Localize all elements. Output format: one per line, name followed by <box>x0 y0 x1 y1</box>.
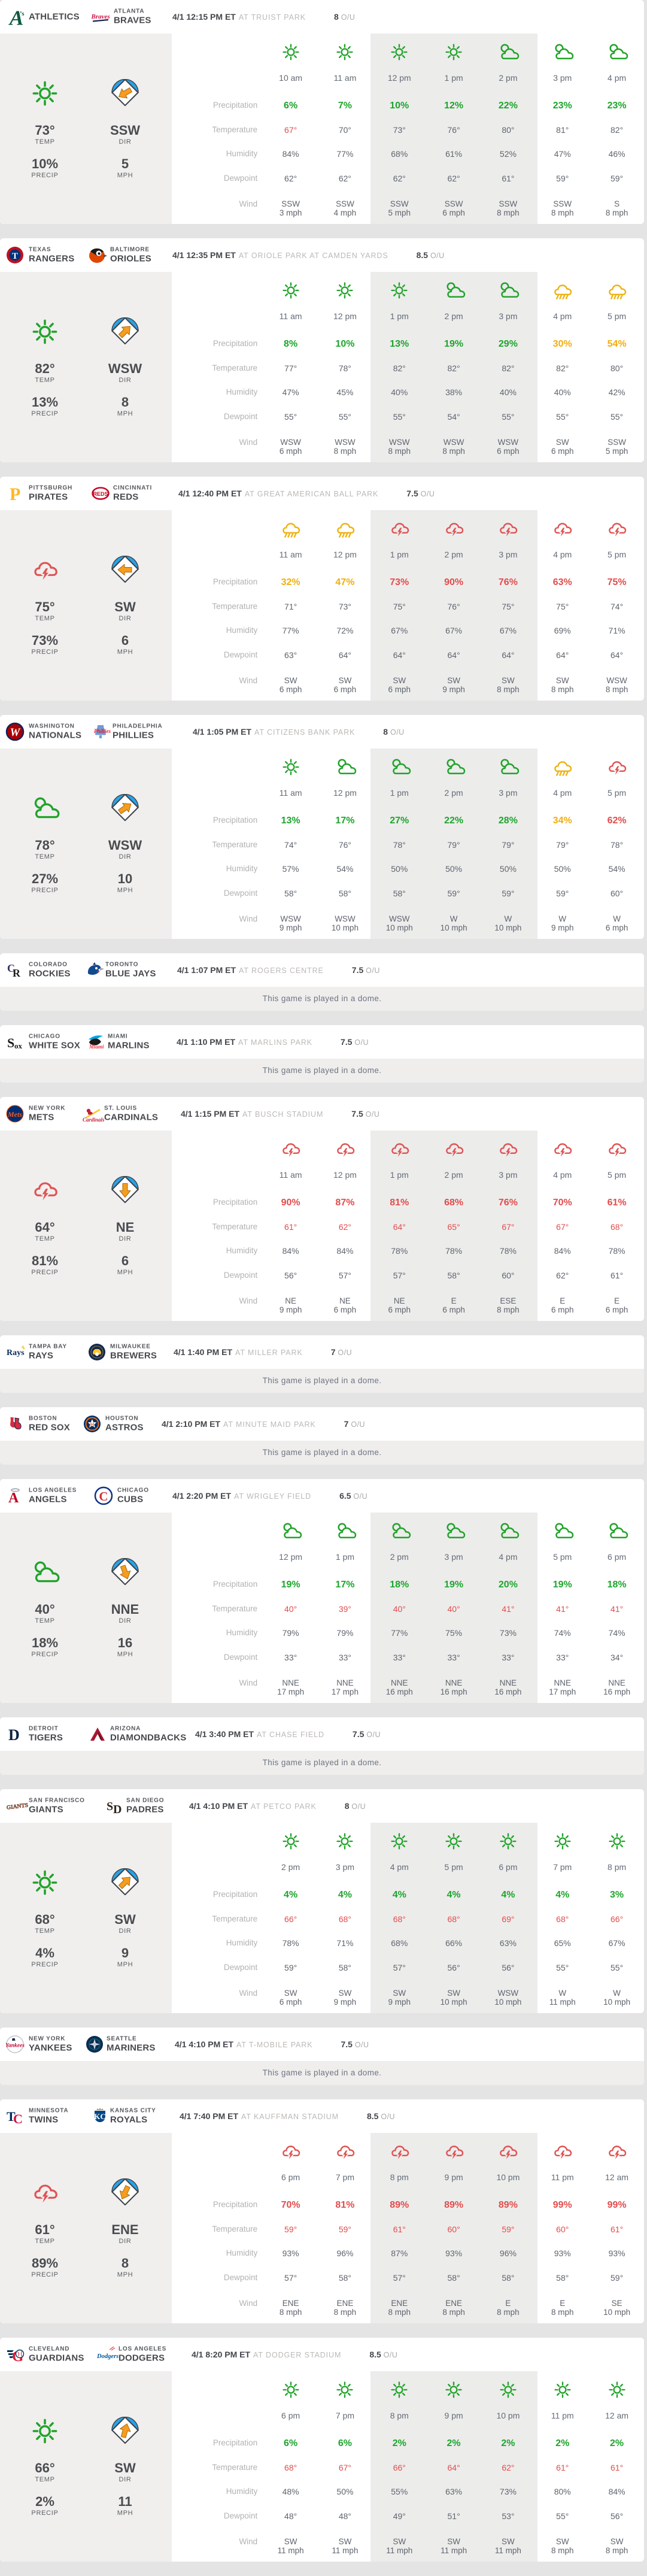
svg-text:T: T <box>12 251 18 261</box>
svg-text:’s: ’s <box>20 10 25 17</box>
svg-text:A: A <box>8 7 23 30</box>
svg-text:D: D <box>113 1803 121 1816</box>
svg-text:Miami: Miami <box>89 1044 104 1050</box>
svg-text:R: R <box>13 967 21 979</box>
svg-text:Dodgers: Dodgers <box>96 2353 119 2360</box>
svg-text:S: S <box>107 1800 113 1813</box>
svg-text:A: A <box>8 1490 19 1506</box>
svg-text:P: P <box>10 484 20 504</box>
svg-text:ox: ox <box>14 1041 23 1050</box>
svg-text:KC: KC <box>94 2112 106 2121</box>
svg-text:Mets: Mets <box>7 1110 22 1119</box>
svg-text:C: C <box>99 1489 108 1504</box>
svg-text:GIANTS: GIANTS <box>6 1802 28 1811</box>
svg-text:Cardinals: Cardinals <box>83 1117 105 1123</box>
svg-text:Yankees: Yankees <box>5 2043 25 2049</box>
svg-text:REDS: REDS <box>93 491 108 497</box>
svg-text:W: W <box>10 726 21 739</box>
svg-text:T: T <box>7 2109 16 2124</box>
svg-text:C: C <box>7 962 15 974</box>
svg-text:Braves: Braves <box>91 13 110 20</box>
svg-text:S: S <box>7 1035 14 1050</box>
svg-text:C: C <box>13 2111 23 2126</box>
svg-text:D: D <box>8 1726 20 1744</box>
svg-text:H: H <box>90 1422 95 1428</box>
svg-text:Rays: Rays <box>7 1348 25 1357</box>
svg-text:Phillies: Phillies <box>94 728 111 734</box>
